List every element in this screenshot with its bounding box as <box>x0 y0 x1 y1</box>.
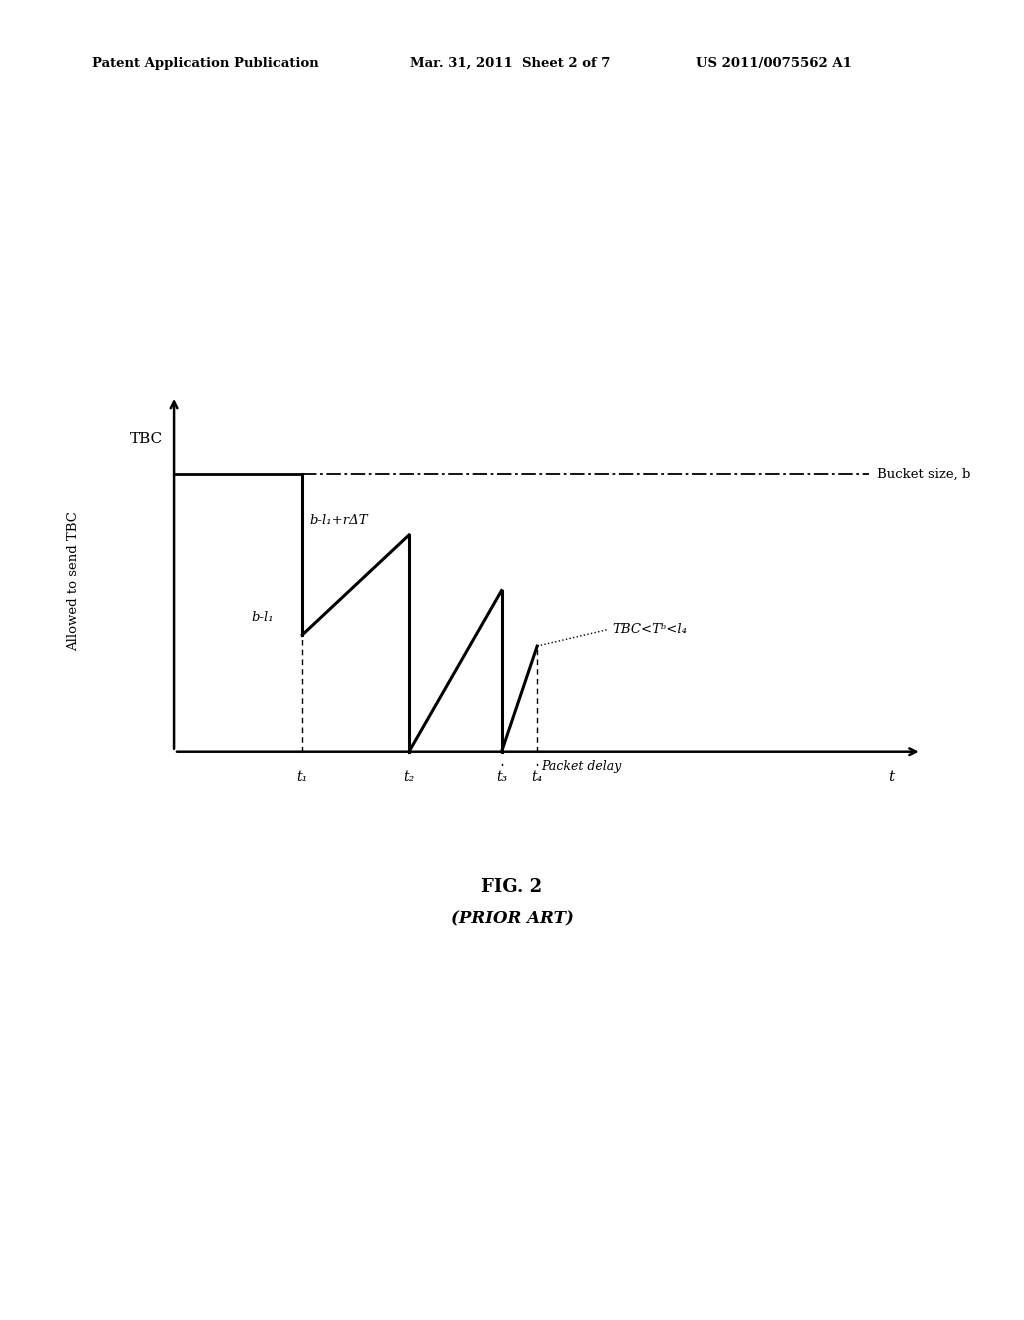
Text: t₃: t₃ <box>496 770 507 784</box>
Text: TBC<Tᵇ<l₄: TBC<Tᵇ<l₄ <box>612 623 687 636</box>
Text: TBC: TBC <box>130 432 164 446</box>
Text: US 2011/0075562 A1: US 2011/0075562 A1 <box>696 57 852 70</box>
Text: Bucket size, b: Bucket size, b <box>877 467 970 480</box>
Text: t: t <box>889 770 895 784</box>
Text: (PRIOR ART): (PRIOR ART) <box>451 911 573 928</box>
Text: Packet delay: Packet delay <box>541 760 622 774</box>
Text: t₂: t₂ <box>403 770 415 784</box>
Text: b-l₁: b-l₁ <box>251 611 273 624</box>
Text: Allowed to send TBC: Allowed to send TBC <box>67 511 80 651</box>
Text: b-l₁+rΔT: b-l₁+rΔT <box>309 513 368 527</box>
Text: FIG. 2: FIG. 2 <box>481 878 543 896</box>
Text: t₄: t₄ <box>531 770 543 784</box>
Text: t₁: t₁ <box>297 770 308 784</box>
Text: Patent Application Publication: Patent Application Publication <box>92 57 318 70</box>
Text: Mar. 31, 2011  Sheet 2 of 7: Mar. 31, 2011 Sheet 2 of 7 <box>410 57 610 70</box>
